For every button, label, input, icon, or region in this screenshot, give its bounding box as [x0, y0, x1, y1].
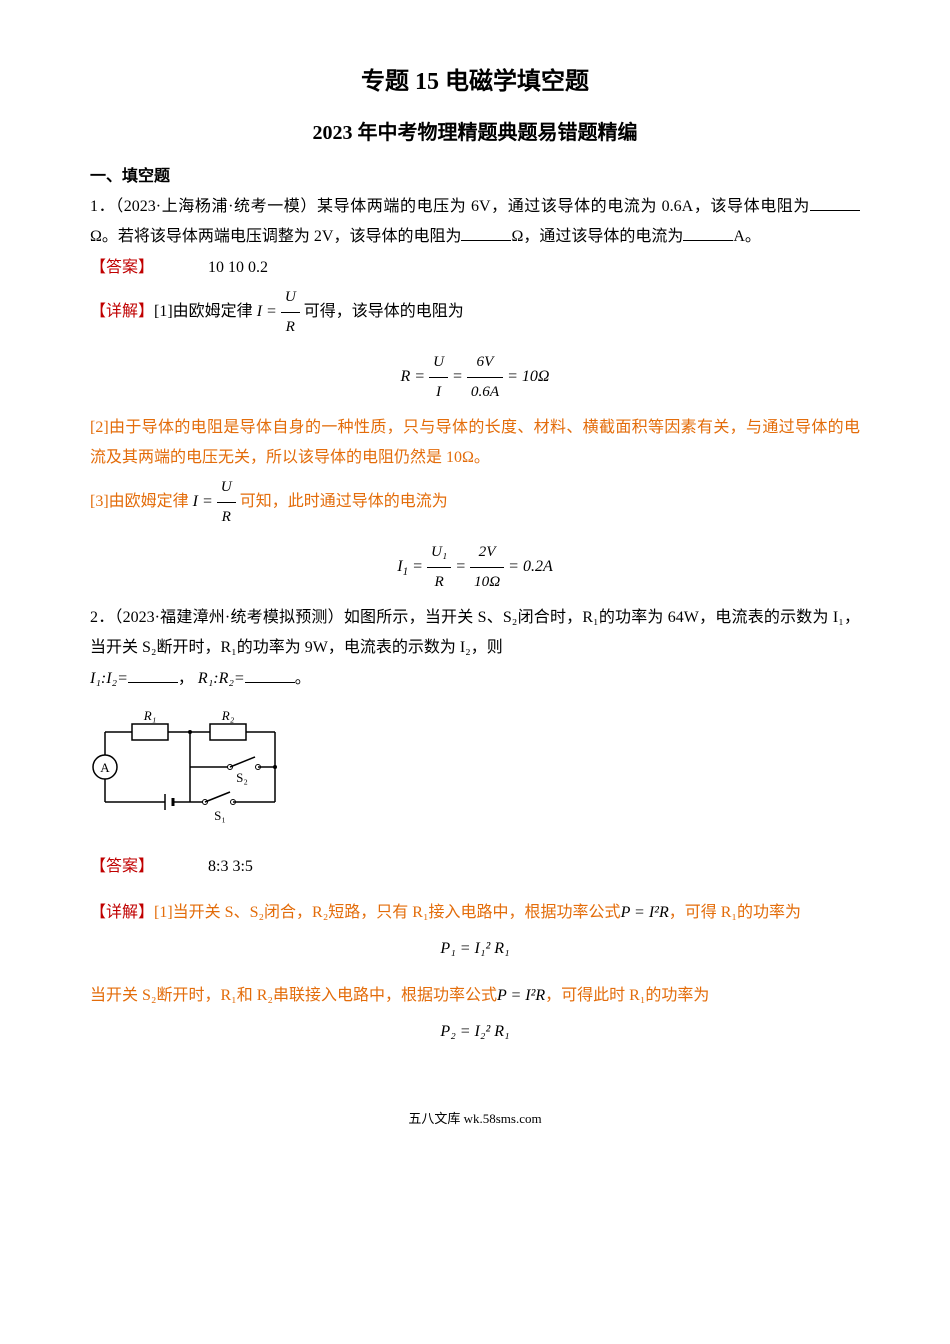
title-main: 专题 15 电磁学填空题: [90, 60, 860, 106]
q2-text: 2．（2023·福建漳州·统考模拟预测）如图所示，当开关 S、S₂闭合时，R₁的…: [90, 603, 860, 664]
exp3-a: [3]由欧姆定律: [90, 493, 189, 510]
frac-dn: R: [427, 568, 451, 597]
frac-dn: 10Ω: [470, 568, 504, 597]
q1-explain-1: 【详解】[1]由欧姆定律 I = U R 可得，该导体的电阻为: [90, 283, 860, 342]
sep: ，: [178, 670, 194, 687]
answer-values: 8:3 3:5: [208, 858, 253, 875]
q1-explain-3: [3]由欧姆定律 I = U R 可知，此时通过导体的电流为: [90, 473, 860, 532]
inline-formula: I = U R: [257, 303, 304, 320]
q1-formula-2: I1 = U₁ R = 2V 10Ω = 0.2A: [90, 538, 860, 597]
blank: [683, 224, 733, 241]
q2-formula-2: P₂ = I₂² R₁: [90, 1017, 860, 1047]
f1-rhs: = 10Ω: [507, 368, 549, 385]
exp1-b: 可得，该导体的电阻为: [304, 303, 464, 320]
ratio1-label: I₁:I₂=: [90, 670, 128, 687]
inline-I: I =: [257, 303, 277, 320]
eq: =: [412, 558, 423, 575]
exp2-a: 当开关 S₂断开时，R₁和 R₂串联接入电路中，根据功率公式: [90, 987, 497, 1004]
q2-ratios: I₁:I₂= ， R₁:R₂= 。: [90, 664, 860, 694]
answer-label: 【答案】: [90, 259, 154, 276]
explain-label: 【详解】: [90, 904, 154, 921]
frac-up: U: [429, 348, 448, 378]
q1-explain-2: [2]由于导体的电阻是导体自身的一种性质，只与导体的长度、材料、横截面积等因素有…: [90, 413, 860, 474]
frac-up: 6V: [467, 348, 503, 378]
exp3-b: 可知，此时通过导体的电流为: [240, 493, 448, 510]
exp1-a: [1]由欧姆定律: [154, 303, 253, 320]
exp1-a: [1]当开关 S、S₂闭合，R₂短路，只有 R₁接入电路中，根据功率公式: [154, 904, 621, 921]
blank: [128, 666, 178, 683]
frac-up: U: [217, 473, 236, 503]
power-formula: P = I²R: [621, 904, 669, 921]
q2-answer-line: 【答案】 8:3 3:5: [90, 852, 860, 882]
q2-formula-1: P₁ = I₁² R₁: [90, 934, 860, 964]
f1-lhs: R =: [401, 368, 426, 385]
exp2-b: ，可得此时 R₁的功率为: [545, 987, 709, 1004]
ratio2-label: R₁:R₂=: [198, 670, 245, 687]
s1-label: S₁: [214, 808, 226, 823]
q1-unit-a: Ω。若将该导体两端电压调整为 2V，该导体的电阻为: [90, 228, 461, 245]
q1-answer-line: 【答案】 10 10 0.2: [90, 253, 860, 283]
r1-label: R₁: [143, 708, 156, 723]
frac-up: U₁: [427, 538, 451, 568]
power-formula: P = I²R: [497, 987, 545, 1004]
q1-part-a: 1．（2023·上海杨浦·统考一模）某导体两端的电压为 6V，通过该导体的电流为…: [90, 198, 810, 215]
explain-label: 【详解】: [90, 303, 154, 320]
eq: =: [455, 558, 466, 575]
blank: [810, 194, 860, 211]
s2-label: S₂: [236, 770, 248, 785]
q2-part-a: 2．（2023·福建漳州·统考模拟预测）如图所示，当开关 S、S₂闭合时，R₁的…: [90, 609, 860, 656]
frac-dn: R: [217, 503, 236, 532]
eq: =: [452, 368, 463, 385]
blank: [245, 666, 295, 683]
answer-values: 10 10 0.2: [208, 259, 268, 276]
frac-dn: I: [429, 378, 448, 407]
footer: 五八文库 wk.58sms.com: [90, 1107, 860, 1132]
frac-dn: 0.6A: [467, 378, 503, 407]
frac-up: 2V: [470, 538, 504, 568]
ammeter-label: A: [100, 760, 110, 775]
end: 。: [295, 670, 311, 687]
q1-unit-c: A。: [733, 228, 761, 245]
blank: [461, 224, 511, 241]
r2-label: R₂: [221, 708, 235, 723]
q2-explain-2: 当开关 S₂断开时，R₁和 R₂串联接入电路中，根据功率公式P = I²R，可得…: [90, 981, 860, 1011]
frac-up: U: [281, 283, 300, 313]
title-sub: 2023 年中考物理精题典题易错题精编: [90, 114, 860, 152]
answer-label: 【答案】: [90, 858, 154, 875]
section-heading: 一、填空题: [90, 162, 860, 192]
f2-rhs: = 0.2A: [508, 558, 553, 575]
sub: 1: [403, 566, 409, 578]
exp1-b: ，可得 R₁的功率为: [669, 904, 801, 921]
circuit-diagram: A R₁ R₂ S₂ S₁: [90, 702, 860, 843]
inline-formula: I = U R: [193, 493, 240, 510]
q1-formula-1: R = U I = 6V 0.6A = 10Ω: [90, 348, 860, 407]
q1-text: 1．（2023·上海杨浦·统考一模）某导体两端的电压为 6V，通过该导体的电流为…: [90, 192, 860, 253]
q2-explain-1: 【详解】[1]当开关 S、S₂闭合，R₂短路，只有 R₁接入电路中，根据功率公式…: [90, 898, 860, 928]
frac-dn: R: [281, 313, 300, 342]
inline-I: I =: [193, 493, 213, 510]
q1-unit-b: Ω，通过该导体的电流为: [511, 228, 683, 245]
